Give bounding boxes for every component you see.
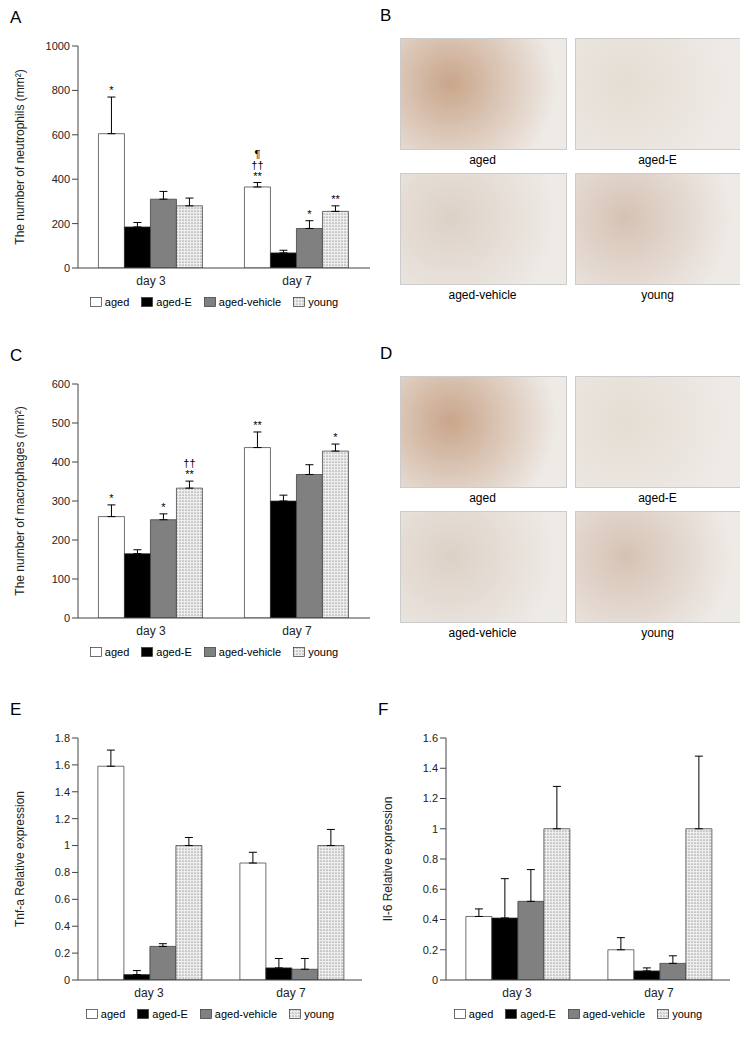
html-text:young: young	[304, 1008, 335, 1020]
svg-text:1: 1	[64, 839, 70, 851]
svg-text:day 7: day 7	[276, 986, 306, 1000]
svg-text:The number of neutrophils (mm²: The number of neutrophils (mm²)	[13, 69, 27, 244]
svg-text:*: *	[109, 84, 114, 96]
svg-text:1: 1	[432, 823, 438, 835]
svg-text:1000: 1000	[46, 40, 70, 52]
svg-text:300: 300	[52, 495, 70, 507]
html-text:young: young	[308, 646, 339, 658]
svg-text:**: **	[253, 170, 262, 182]
svg-text:**: **	[185, 468, 194, 480]
svg-text:1.4: 1.4	[423, 762, 438, 774]
html-text:young: young	[672, 1008, 703, 1020]
html-text:young: young	[641, 288, 674, 302]
html-text:aged-E: aged-E	[156, 646, 192, 658]
svg-text:*: *	[161, 501, 166, 513]
svg-text:day 3: day 3	[136, 624, 166, 638]
svg-text:400: 400	[52, 173, 70, 185]
svg-text:0: 0	[64, 974, 70, 986]
svg-text:**: **	[331, 193, 340, 205]
html-text:aged-vehicle: aged-vehicle	[214, 1008, 278, 1020]
svg-text:*: *	[333, 431, 338, 443]
svg-text:0: 0	[64, 612, 70, 624]
svg-text:600: 600	[52, 129, 70, 141]
html-text:D: D	[380, 344, 393, 363]
svg-text:day 7: day 7	[282, 624, 312, 638]
svg-text:0.4: 0.4	[55, 920, 70, 932]
html-text:aged-E: aged-E	[638, 153, 677, 167]
svg-text:0: 0	[432, 974, 438, 986]
svg-text:100: 100	[52, 573, 70, 585]
html-text:A: A	[10, 8, 22, 27]
svg-text:600: 600	[52, 378, 70, 390]
svg-text:day 7: day 7	[644, 986, 674, 1000]
svg-text:*: *	[109, 492, 114, 504]
html-text:aged: aged	[100, 1008, 126, 1020]
svg-text:0.4: 0.4	[423, 913, 438, 925]
html-text:young: young	[641, 626, 674, 640]
svg-text:0.8: 0.8	[55, 866, 70, 878]
html-text:aged-vehicle: aged-vehicle	[448, 288, 517, 302]
svg-text:1.2: 1.2	[55, 813, 70, 825]
svg-text:day 3: day 3	[134, 986, 164, 1000]
svg-text:day 7: day 7	[282, 274, 312, 288]
svg-text:500: 500	[52, 417, 70, 429]
html-text:aged: aged	[104, 646, 130, 658]
html-text:aged-E: aged-E	[156, 296, 192, 308]
html-text:E: E	[10, 700, 22, 719]
svg-text:0.2: 0.2	[423, 944, 438, 956]
html-text:young: young	[308, 296, 339, 308]
svg-text:1.6: 1.6	[55, 759, 70, 771]
html-text:aged-E: aged-E	[520, 1008, 556, 1020]
html-text:C: C	[10, 346, 23, 365]
html-text:aged-E: aged-E	[152, 1008, 188, 1020]
svg-text:0: 0	[64, 262, 70, 274]
svg-text:*: *	[307, 208, 312, 220]
html-text:aged-E: aged-E	[638, 491, 677, 505]
svg-text:1.6: 1.6	[423, 732, 438, 744]
svg-text:**: **	[253, 419, 262, 431]
svg-text:0.6: 0.6	[423, 883, 438, 895]
svg-text:day 3: day 3	[502, 986, 532, 1000]
svg-text:400: 400	[52, 456, 70, 468]
html-text:aged-vehicle: aged-vehicle	[218, 296, 282, 308]
html-text:aged-vehicle: aged-vehicle	[448, 626, 517, 640]
svg-text:1.2: 1.2	[423, 792, 438, 804]
svg-text:day 3: day 3	[136, 274, 166, 288]
svg-text:The number of macrophages (mm²: The number of macrophages (mm²)	[13, 406, 27, 595]
svg-text:0.8: 0.8	[423, 853, 438, 865]
svg-text:Il-6 Relative expression: Il-6 Relative expression	[381, 797, 395, 922]
svg-text:0.2: 0.2	[55, 947, 70, 959]
html-text:aged: aged	[468, 1008, 494, 1020]
svg-text:200: 200	[52, 218, 70, 230]
html-text:aged: aged	[469, 153, 496, 167]
html-text:aged-vehicle: aged-vehicle	[218, 646, 282, 658]
html-text:aged: aged	[469, 491, 496, 505]
svg-text:1.8: 1.8	[55, 732, 70, 744]
html-text:B: B	[380, 6, 392, 25]
svg-text:200: 200	[52, 534, 70, 546]
svg-text:Tnf-a Relative expression: Tnf-a Relative expression	[13, 791, 27, 927]
svg-text:800: 800	[52, 84, 70, 96]
html-text:F: F	[378, 700, 389, 719]
html-text:aged-vehicle: aged-vehicle	[582, 1008, 646, 1020]
svg-text:1.4: 1.4	[55, 786, 70, 798]
html-text:aged: aged	[104, 296, 130, 308]
svg-text:0.6: 0.6	[55, 893, 70, 905]
